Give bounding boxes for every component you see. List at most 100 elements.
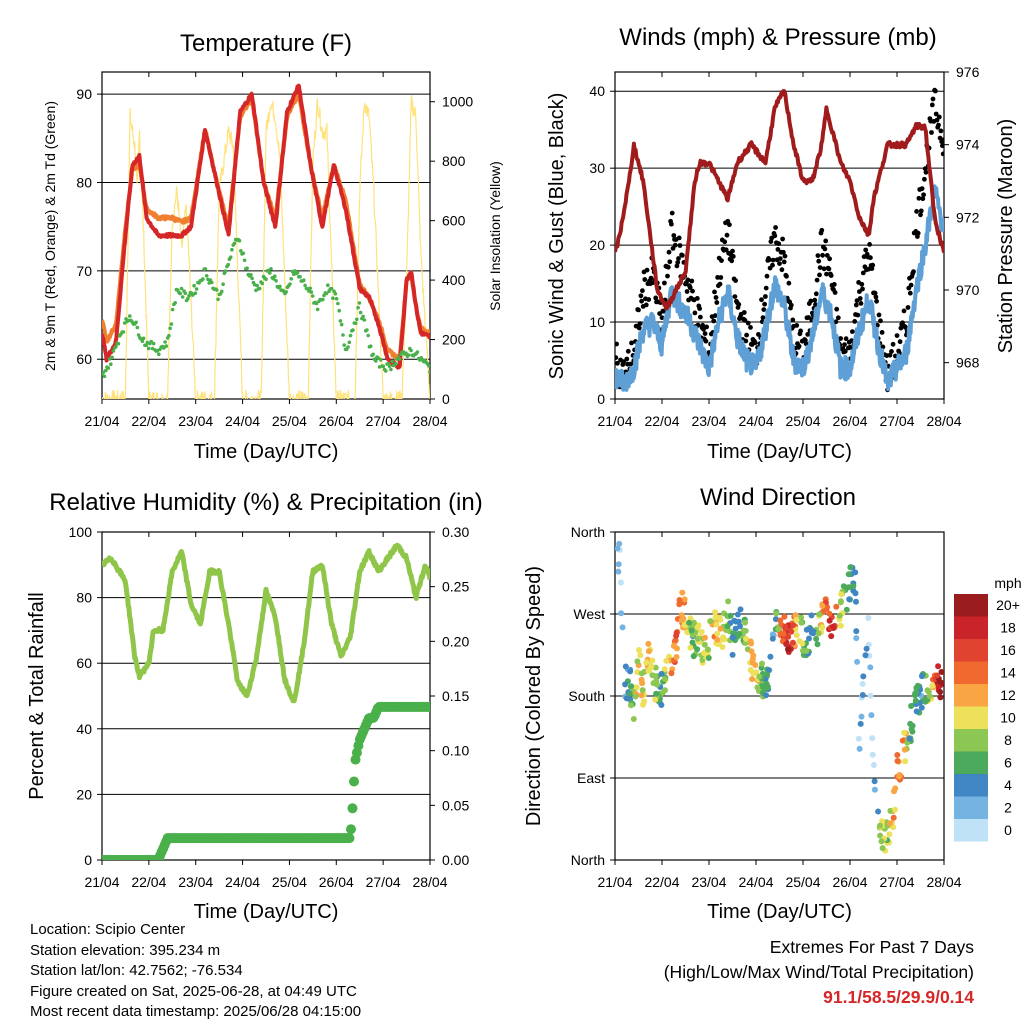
direction-point [643, 659, 650, 666]
direction-point [896, 773, 903, 780]
direction-point [630, 716, 637, 722]
gust-point [640, 288, 645, 294]
gust-point [694, 296, 700, 301]
direction-point [734, 611, 741, 618]
direction-point [652, 664, 659, 671]
humidity-xtick-label: 22/04 [131, 874, 166, 890]
gust-point [875, 322, 880, 328]
direction-point [673, 632, 680, 639]
direction-point [838, 591, 845, 598]
gust-point [808, 298, 814, 304]
direction-point [714, 630, 721, 637]
direction-point [867, 664, 874, 671]
direction-xtick-label: 21/04 [597, 874, 632, 890]
dewpoint-point [242, 258, 247, 263]
gust-point [703, 338, 709, 344]
winds-xtick-label: 21/04 [597, 413, 632, 429]
colorbar-swatch [954, 594, 988, 617]
station-info: Location: Scipio Center Station elevatio… [30, 920, 361, 1023]
gust-point [842, 342, 847, 347]
gust-point [717, 281, 723, 287]
direction-point [887, 820, 893, 827]
direction-point [906, 735, 913, 742]
gust-point [624, 356, 630, 362]
gust-point [764, 273, 770, 279]
dewpoint-point [273, 274, 277, 279]
gust-point [860, 270, 866, 276]
direction-point [615, 568, 622, 575]
direction-point [712, 614, 719, 621]
gust-point [615, 341, 619, 347]
gust-point [662, 280, 667, 286]
direction-point [645, 640, 652, 647]
gust-point [752, 340, 758, 346]
dewpoint-point [237, 238, 242, 243]
gust-point [798, 328, 803, 334]
gust-point [850, 329, 855, 334]
winds-data [615, 87, 944, 393]
direction-point [750, 670, 757, 677]
direction-point [912, 697, 919, 704]
gust-point [821, 266, 827, 272]
dewpoint-point [178, 291, 182, 296]
direction-point [879, 845, 886, 852]
dewpoint-point [361, 314, 365, 319]
precip-point [347, 803, 358, 814]
dewpoint-point [140, 339, 145, 344]
direction-point [857, 720, 864, 727]
gust-point [781, 259, 787, 265]
direction-point [856, 745, 863, 752]
direction-point [668, 670, 675, 677]
dewpoint-point [241, 251, 246, 256]
dewpoint-point [232, 241, 237, 246]
gust-point [704, 324, 709, 330]
winds-ytick-label: 0 [597, 391, 605, 407]
gust-point [625, 348, 631, 354]
direction-point [617, 579, 624, 586]
colorbar-label: 0 [1004, 822, 1012, 838]
gust-point [615, 355, 619, 360]
winds-ytick-right-label: 976 [956, 64, 980, 80]
direction-point [837, 599, 844, 606]
direction-xtick-label: 27/04 [879, 874, 914, 890]
temperature-xtick-label: 27/04 [366, 413, 401, 429]
direction-point [788, 628, 795, 635]
gust-point [684, 289, 690, 294]
solar-series [102, 95, 430, 399]
dewpoint-point [106, 366, 111, 370]
direction-point [638, 670, 645, 677]
dewpoint-point [249, 273, 253, 277]
humidity-xtick-label: 25/04 [272, 874, 307, 890]
gust-point [941, 137, 944, 143]
dewpoint-point [334, 296, 339, 301]
gust-point [863, 247, 869, 253]
direction-point [870, 762, 877, 768]
gust-point [929, 130, 934, 135]
dewpoint-point [348, 333, 353, 338]
gust-point [853, 302, 859, 308]
dewpoint-point [368, 344, 373, 349]
dewpoint-point [134, 320, 138, 325]
humidity-xtick-label: 27/04 [366, 874, 401, 890]
direction-point [731, 617, 738, 624]
temperature-xtick-label: 25/04 [272, 413, 307, 429]
dewpoint-point [315, 307, 320, 312]
direction-point [855, 735, 862, 742]
direction-point [714, 636, 721, 643]
dewpoint-point [298, 275, 302, 279]
dewpoint-point [341, 333, 345, 337]
dewpoint-point [186, 296, 190, 301]
direction-ytick-label: South [568, 688, 605, 704]
colorbar-label: 2 [1004, 800, 1012, 816]
temperature-ytick-label: 80 [76, 174, 92, 190]
dewpoint-point [221, 282, 225, 287]
gust-point [903, 325, 908, 330]
dewpoint-point [384, 369, 388, 373]
gust-point [922, 166, 928, 172]
direction-point [678, 612, 685, 619]
direction-point [705, 655, 712, 661]
gust-point [677, 243, 683, 248]
extremes-subtitle: (High/Low/Max Wind/Total Precipitation) [663, 962, 974, 982]
winds-xtick-label: 26/04 [832, 413, 867, 429]
direction-ytick-label: West [573, 606, 605, 622]
